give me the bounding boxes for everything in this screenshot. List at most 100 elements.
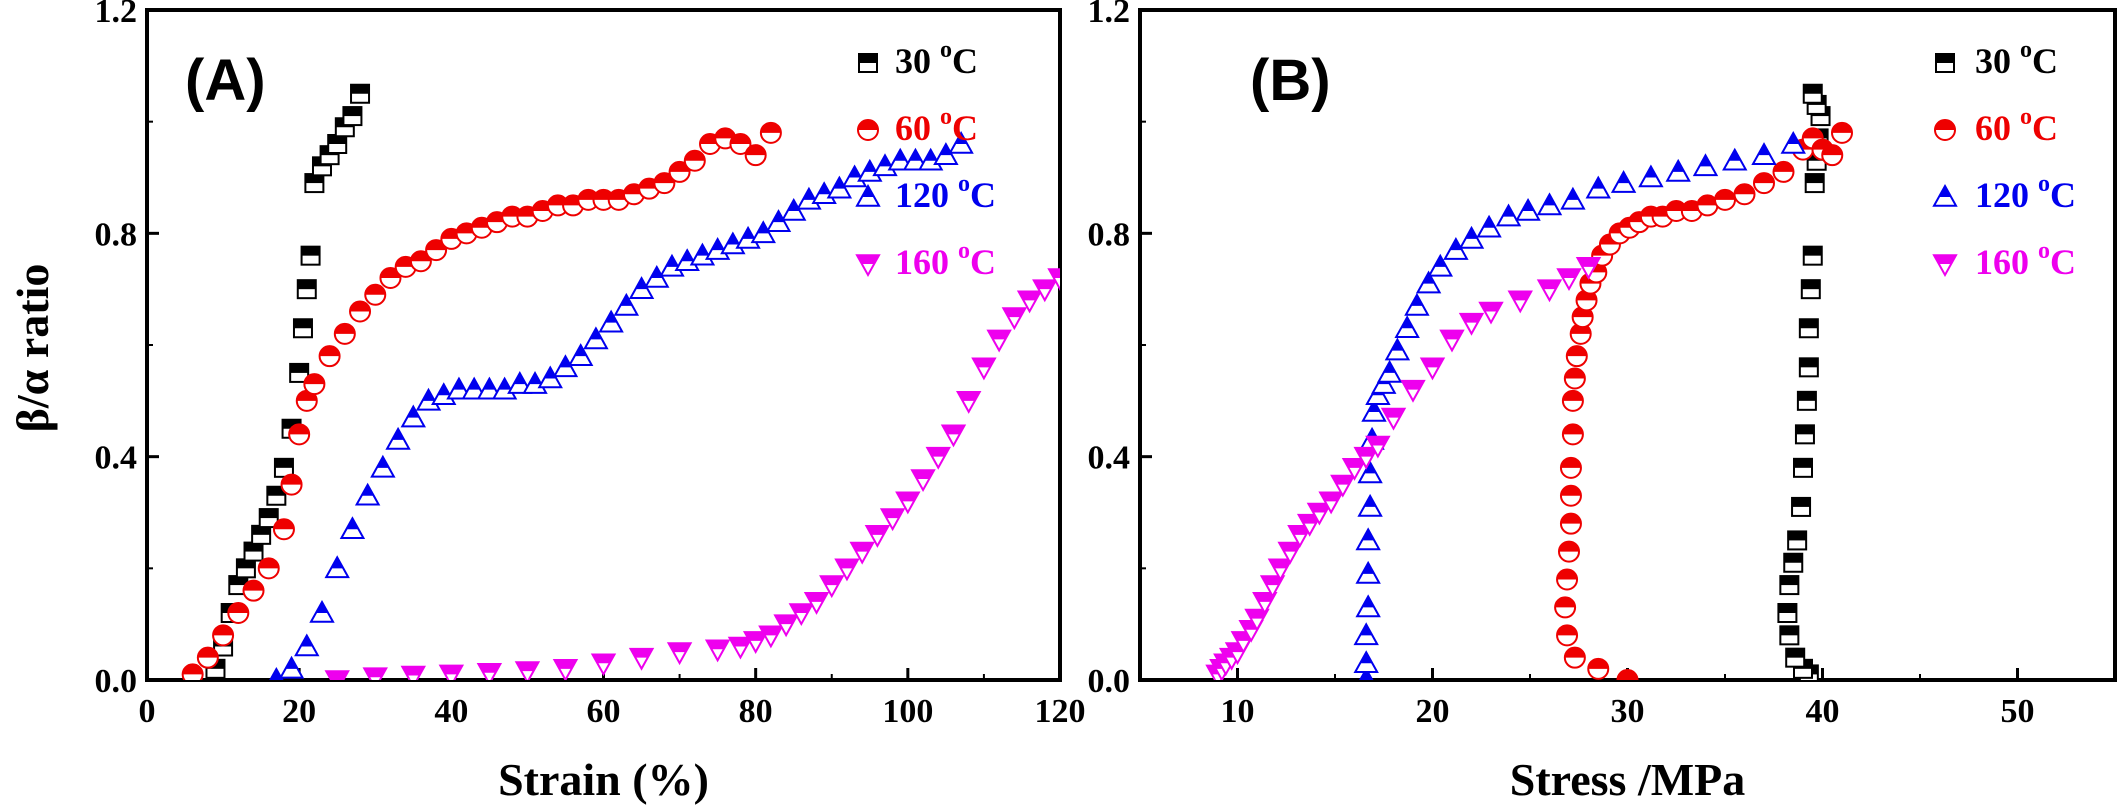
data-point (289, 362, 310, 383)
data-point (1793, 457, 1813, 478)
data-point (940, 424, 967, 448)
data-point (1306, 502, 1333, 526)
data-point (196, 646, 219, 669)
data-point (1032, 279, 1058, 303)
data-point (294, 633, 320, 657)
data-point (1733, 183, 1756, 206)
data-point (257, 557, 280, 580)
data-point (1722, 147, 1748, 171)
data-point (1772, 160, 1795, 183)
legend-label: 30 oC (1975, 37, 2058, 81)
data-point (1559, 484, 1582, 507)
data-point (354, 482, 381, 506)
data-point (1394, 315, 1420, 339)
legend-label: 30 oC (895, 37, 978, 81)
legend-marker (1932, 254, 1958, 278)
data-point (339, 516, 366, 540)
series-30 (205, 83, 371, 679)
data-points (181, 83, 1060, 680)
legend-label: 120 oC (895, 171, 996, 215)
data-point (826, 175, 853, 199)
panel-a: 0 20 40 60 80 100 120 0.0 0.4 0.8 1.2 Strain (%) (A)… (95, 0, 1086, 805)
data-point (742, 631, 769, 654)
data-point (296, 279, 317, 300)
data-point (1556, 568, 1579, 591)
data-point (666, 642, 693, 666)
data-point (628, 647, 655, 671)
data-point (1554, 596, 1577, 619)
data-point (781, 197, 807, 221)
data-point (864, 525, 891, 548)
data-point (327, 134, 348, 154)
series-60 (181, 121, 782, 680)
data-point (303, 373, 326, 396)
data-point (1556, 624, 1579, 647)
panel-label: (A) (185, 48, 266, 113)
y-tick-label: 0.0 (1088, 663, 1131, 700)
data-point (235, 558, 256, 579)
data-point (269, 666, 284, 680)
data-point (1696, 194, 1719, 217)
legend-entry: 30 oC (858, 37, 978, 81)
data-point (1355, 560, 1381, 584)
data-point (948, 130, 974, 154)
data-point (1563, 646, 1586, 669)
data-point (750, 220, 776, 244)
data-point (1692, 153, 1719, 177)
legend-entry: 160 oC (855, 238, 996, 282)
data-point (362, 667, 388, 680)
legend-label: 160 oC (895, 238, 996, 282)
data-point (902, 147, 929, 171)
data-point (258, 508, 279, 529)
y-axis-title: β/α ratio (7, 264, 58, 433)
data-point (1330, 474, 1356, 498)
data-point (1016, 290, 1043, 314)
data-point (400, 665, 426, 680)
data-point (583, 326, 609, 350)
data-point (1384, 337, 1411, 361)
x-tick-label: 40 (1806, 693, 1840, 730)
data-point (1365, 435, 1391, 459)
data-point (1287, 525, 1313, 548)
x-axis-title: Stress /MPa (1510, 754, 1746, 805)
data-point (1296, 513, 1323, 537)
data-point (438, 664, 465, 680)
data-point (729, 133, 752, 155)
data-point (288, 423, 311, 446)
data-point (1357, 493, 1383, 517)
series-120 (1353, 130, 1806, 680)
data-point (925, 446, 951, 470)
data-point (1796, 390, 1817, 411)
legend-label: 60 oC (895, 104, 978, 148)
data-point (266, 485, 287, 506)
data-point (1559, 512, 1582, 535)
data-point (292, 318, 313, 339)
y-tick-label: 1.2 (95, 0, 138, 30)
data-point (933, 142, 959, 165)
data-point (370, 454, 396, 478)
legend-entry: 30 oC (1935, 37, 2058, 81)
data-point (788, 603, 815, 627)
data-point (1458, 225, 1485, 249)
data-point (704, 639, 731, 663)
data-point (1561, 423, 1584, 446)
data-point (304, 173, 325, 194)
data-point (1515, 197, 1541, 221)
data-point (1798, 318, 1819, 339)
y-tick-label: 0.4 (95, 440, 138, 477)
data-point (956, 391, 982, 414)
data-point (1427, 253, 1453, 277)
data-point (1536, 192, 1563, 216)
data-point (1353, 650, 1379, 674)
data-point (537, 365, 563, 389)
data-point (461, 376, 487, 400)
data-point (1785, 647, 1806, 668)
data-point (1355, 594, 1381, 618)
data-point (278, 655, 305, 679)
x-tick-label: 20 (282, 693, 316, 730)
data-point (318, 345, 341, 368)
data-point (1753, 172, 1775, 195)
data-point (1779, 575, 1800, 596)
data-point (1800, 279, 1821, 300)
